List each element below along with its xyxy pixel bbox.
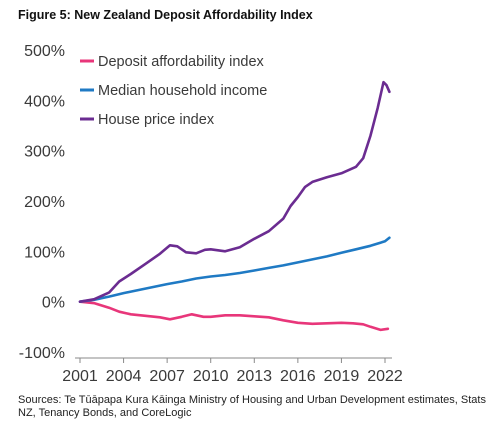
x-tick-label: 2016 <box>280 368 316 385</box>
x-tick-label: 2010 <box>193 368 229 385</box>
chart-series <box>78 80 391 332</box>
series-line-0 <box>78 300 390 332</box>
legend-label-0: Deposit affordability index <box>98 54 265 70</box>
legend-label-1: Median household income <box>98 83 267 99</box>
y-tick-label: 0% <box>42 295 65 312</box>
figure-title: Figure 5: New Zealand Deposit Affordabil… <box>18 8 313 22</box>
chart-axes: -100% 0% 100% 200% 300% 400% 500% 2001 2004 2007 2… <box>19 43 403 385</box>
series-line-1 <box>78 236 391 303</box>
x-tick-label: 2001 <box>62 368 98 385</box>
chart-legend: Deposit affordability index Median househ… <box>80 54 267 128</box>
y-tick-label: 300% <box>24 144 65 161</box>
y-tick-label: 100% <box>24 244 65 261</box>
y-tick-label: -100% <box>19 345 65 362</box>
y-tick-label: 400% <box>24 93 65 110</box>
x-tick-label: 2004 <box>106 368 142 385</box>
y-tick-label: 500% <box>24 43 65 60</box>
x-tick-label: 2022 <box>367 368 403 385</box>
x-tick-label: 2013 <box>236 368 272 385</box>
series-line-2 <box>78 80 391 303</box>
x-tick-label: 2007 <box>149 368 185 385</box>
legend-label-2: House price index <box>98 112 215 128</box>
x-tick-label: 2019 <box>324 368 360 385</box>
y-tick-label: 200% <box>24 194 65 211</box>
source-note: Sources: Te Tūāpapa Kura Kāinga Ministry… <box>18 394 486 419</box>
line-chart: -100% 0% 100% 200% 300% 400% 500% 2001 2004 2007 2… <box>19 43 403 385</box>
